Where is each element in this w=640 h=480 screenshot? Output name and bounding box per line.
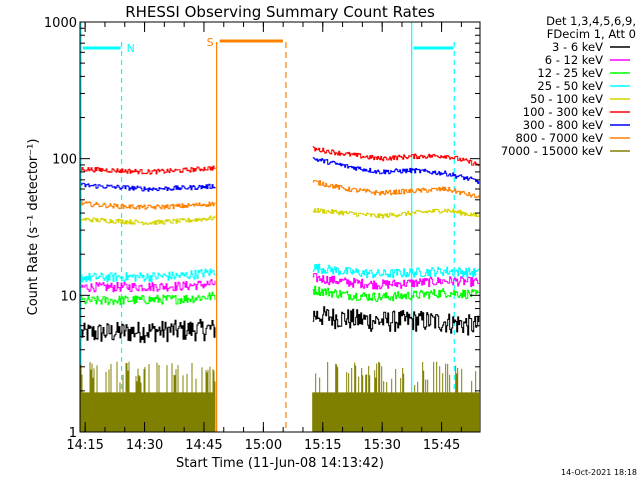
y-tick-label: 1 <box>69 426 77 441</box>
series-25_50keV <box>81 263 480 283</box>
series-line-segment-2 <box>312 180 480 199</box>
series-line-segment-1 <box>80 361 216 432</box>
y-axis-label: Count Rate (s⁻¹ detector⁻¹) <box>26 139 41 316</box>
series-7000_15000keV <box>80 361 480 432</box>
series-line-segment-1 <box>81 318 216 344</box>
series-line-segment-1 <box>81 279 216 293</box>
series-line-segment-2 <box>312 208 480 219</box>
x-tick-label: 15:00 <box>245 438 282 453</box>
annotation-background <box>80 22 455 432</box>
chart-title: RHESSI Observing Summary Count Rates <box>125 3 435 21</box>
y-tick-label: 1000 <box>44 16 77 31</box>
generation-timestamp: 14-Oct-2021 18:18 <box>561 468 637 477</box>
series-line-segment-2 <box>312 285 480 303</box>
legend-label: 6 - 12 keV <box>545 53 603 67</box>
series-300_800keV <box>81 157 480 192</box>
legend-label: 3 - 6 keV <box>552 40 603 54</box>
series-line-segment-1 <box>81 182 216 192</box>
series-line-segment-1 <box>81 200 216 210</box>
info-text-line-2: FDecim 1, Att 0 <box>547 27 636 41</box>
axis-ticks: 1 10 100 1000 14:15 14:30 14:45 15:00 15:15 15:30… <box>44 16 480 453</box>
legend-label: 12 - 25 keV <box>537 66 603 80</box>
legend-label: 800 - 7000 keV <box>515 131 603 145</box>
series-line-segment-1 <box>81 268 216 283</box>
series-12_25keV <box>81 285 480 306</box>
series-line-segment-2 <box>312 157 480 184</box>
series-line-segment-2 <box>312 146 480 166</box>
x-axis-label: Start Time (11-Jun-08 14:13:42) <box>176 456 384 471</box>
legend-label: 50 - 100 keV <box>530 92 603 106</box>
x-tick-label: 15:15 <box>304 438 341 453</box>
x-tick-label: 14:15 <box>66 438 103 453</box>
x-tick-label: 14:30 <box>126 438 163 453</box>
plot-frame <box>79 21 481 433</box>
legend-label: 300 - 800 keV <box>523 118 603 132</box>
series-line-segment-2 <box>312 306 480 336</box>
data-series-layer <box>80 146 480 432</box>
legend-label: 25 - 50 keV <box>537 79 603 93</box>
series-line-segment-2 <box>312 361 480 432</box>
series-line-segment-1 <box>81 291 216 306</box>
y-tick-label: 100 <box>52 153 77 168</box>
series-50_100keV <box>81 208 480 226</box>
legend-label: 100 - 300 keV <box>523 105 603 119</box>
series-line-segment-1 <box>81 165 216 175</box>
series-6_12keV <box>81 273 480 293</box>
series-line-segment-2 <box>312 273 480 290</box>
saa-label: S <box>207 36 214 49</box>
series-3_6keV <box>81 306 480 344</box>
x-tick-label: 14:45 <box>185 438 222 453</box>
series-line-segment-1 <box>81 215 216 226</box>
legend-label: 7000 - 15000 keV <box>501 144 603 158</box>
night-label: N <box>127 42 135 55</box>
x-tick-label: 15:45 <box>423 438 460 453</box>
series-line-segment-2 <box>312 263 480 279</box>
info-text-line-1: Det 1,3,4,5,6,9, <box>546 14 636 28</box>
series-100_300keV <box>81 146 480 175</box>
series-800_7000keV <box>81 180 480 210</box>
y-tick-label: 10 <box>60 289 77 304</box>
x-tick-label: 15:30 <box>363 438 400 453</box>
legend: Det 1,3,4,5,6,9, FDecim 1, Att 0 3 - 6 k… <box>501 14 636 158</box>
